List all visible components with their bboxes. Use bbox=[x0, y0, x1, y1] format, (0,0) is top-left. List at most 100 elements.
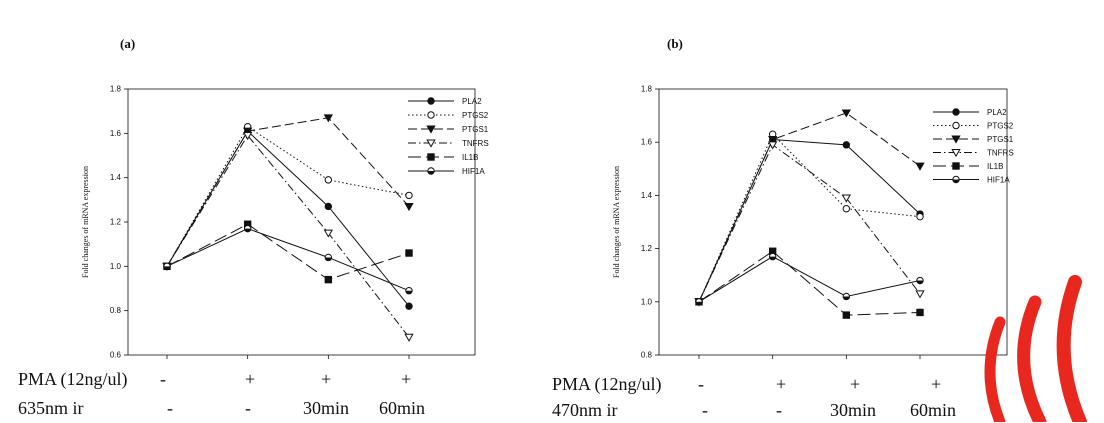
data-point bbox=[324, 202, 333, 211]
series-pla2 bbox=[695, 135, 924, 306]
data-point bbox=[323, 114, 333, 123]
condition-cell: - bbox=[698, 374, 704, 394]
data-point bbox=[768, 141, 778, 150]
plot-frame bbox=[658, 88, 1008, 356]
data-point bbox=[952, 162, 960, 170]
condition-cell: + bbox=[245, 369, 256, 389]
legend-label: PTGS1 bbox=[987, 135, 1014, 144]
data-point bbox=[842, 311, 851, 319]
condition-cell: - bbox=[702, 400, 708, 420]
series-pla2 bbox=[163, 127, 413, 310]
data-point bbox=[427, 97, 435, 105]
y-tick-label: 1.6 bbox=[641, 138, 653, 147]
data-point bbox=[952, 108, 960, 116]
condition-cell: + bbox=[931, 374, 942, 394]
legend: PLA2 PTGS2 PTGS1 TNFRS IL1B HIF1A bbox=[408, 97, 489, 176]
panel-label: (b) bbox=[667, 36, 683, 51]
marker-fill bbox=[244, 228, 251, 232]
legend-label: IL1B bbox=[987, 162, 1003, 171]
data-point bbox=[426, 139, 436, 148]
marker-fill bbox=[405, 290, 413, 294]
data-point bbox=[951, 135, 961, 144]
y-tick-label: 0.6 bbox=[110, 351, 122, 360]
legend-label: IL1B bbox=[462, 153, 478, 162]
watermark-arc bbox=[1017, 295, 1047, 422]
condition-cell: 60min bbox=[910, 400, 957, 420]
data-point bbox=[842, 205, 851, 213]
condition-cell: - bbox=[776, 400, 782, 420]
series-line bbox=[166, 130, 410, 307]
series-line bbox=[698, 250, 921, 316]
y-tick-label: 1.0 bbox=[641, 297, 653, 306]
y-tick-label: 1.8 bbox=[110, 85, 122, 94]
series-hif1a bbox=[695, 252, 924, 306]
legend: PLA2 PTGS2 PTGS1 TNFRS IL1B HIF1A bbox=[933, 108, 1014, 185]
legend-label: PLA2 bbox=[462, 97, 482, 106]
legend-label: PTGS2 bbox=[987, 122, 1014, 131]
data-point bbox=[405, 191, 413, 200]
series-ptgs2 bbox=[163, 122, 413, 271]
data-point bbox=[951, 149, 961, 158]
legend-label: HIF1A bbox=[987, 176, 1010, 185]
condition-row-label: PMA (12ng/ul) bbox=[18, 369, 128, 389]
watermark-arc bbox=[984, 316, 1006, 422]
data-point bbox=[915, 290, 925, 299]
condition-cell: - bbox=[245, 398, 251, 418]
series-line bbox=[166, 125, 410, 267]
data-point bbox=[841, 194, 851, 203]
condition-cell: + bbox=[776, 374, 787, 394]
data-point bbox=[427, 111, 435, 119]
panel-label: (a) bbox=[120, 36, 136, 51]
series-line bbox=[698, 133, 921, 303]
condition-cell: + bbox=[850, 374, 861, 394]
condition-row-label: 635nm ir bbox=[18, 398, 84, 418]
marker-fill bbox=[163, 266, 171, 270]
series-ptgs2 bbox=[695, 130, 924, 306]
data-point bbox=[427, 167, 435, 175]
data-point bbox=[405, 249, 413, 257]
series-line bbox=[698, 256, 921, 303]
y-axis-label: Fold changes of mRNA expression bbox=[612, 166, 621, 278]
condition-cell: - bbox=[167, 398, 173, 418]
series-line bbox=[698, 144, 921, 303]
y-tick-label: 0.8 bbox=[641, 351, 653, 360]
y-tick-label: 1.4 bbox=[110, 173, 122, 182]
y-tick-label: 1.8 bbox=[641, 85, 653, 94]
data-point bbox=[426, 125, 436, 134]
legend-label: PLA2 bbox=[987, 108, 1007, 117]
data-point bbox=[243, 224, 252, 233]
data-point bbox=[427, 153, 435, 161]
condition-cell: 60min bbox=[379, 398, 426, 418]
condition-row-label: PMA (12ng/ul) bbox=[552, 374, 662, 394]
data-point bbox=[768, 136, 778, 145]
data-point bbox=[404, 202, 414, 212]
marker-fill bbox=[916, 280, 924, 284]
legend-label: TNFRS bbox=[462, 139, 489, 148]
marker-fill bbox=[952, 179, 960, 183]
panel-a: (a) 0.6 0.8 1.0 1.2 1.4 1.6 1.8 Fold changes of… bbox=[18, 36, 489, 418]
data-point bbox=[405, 287, 413, 295]
series-ptgs1 bbox=[162, 114, 414, 271]
marker-fill bbox=[843, 296, 850, 300]
data-point bbox=[243, 132, 253, 141]
legend-label: HIF1A bbox=[462, 167, 485, 176]
data-point bbox=[916, 308, 924, 317]
chart-a: 0.6 0.8 1.0 1.2 1.4 1.6 1.8 Fold changes of mRN… bbox=[81, 85, 489, 360]
data-point bbox=[163, 262, 171, 271]
series-line bbox=[166, 134, 410, 338]
data-point bbox=[243, 127, 253, 136]
condition-cell: + bbox=[401, 369, 412, 389]
marker-fill bbox=[427, 171, 435, 175]
data-point bbox=[695, 298, 703, 306]
data-point bbox=[842, 292, 851, 301]
series-tnfrs bbox=[162, 132, 414, 342]
data-point bbox=[916, 276, 924, 285]
y-tick-label: 1.4 bbox=[641, 191, 653, 200]
data-point bbox=[952, 175, 960, 184]
panel-b: (b) 0.8 1.0 1.2 1.4 1.6 1.8 Fold changes of mR… bbox=[552, 0, 1104, 423]
data-point bbox=[404, 333, 414, 342]
data-point bbox=[842, 141, 851, 149]
data-point bbox=[841, 109, 851, 118]
series-il1b bbox=[163, 220, 413, 284]
data-point bbox=[768, 252, 777, 261]
